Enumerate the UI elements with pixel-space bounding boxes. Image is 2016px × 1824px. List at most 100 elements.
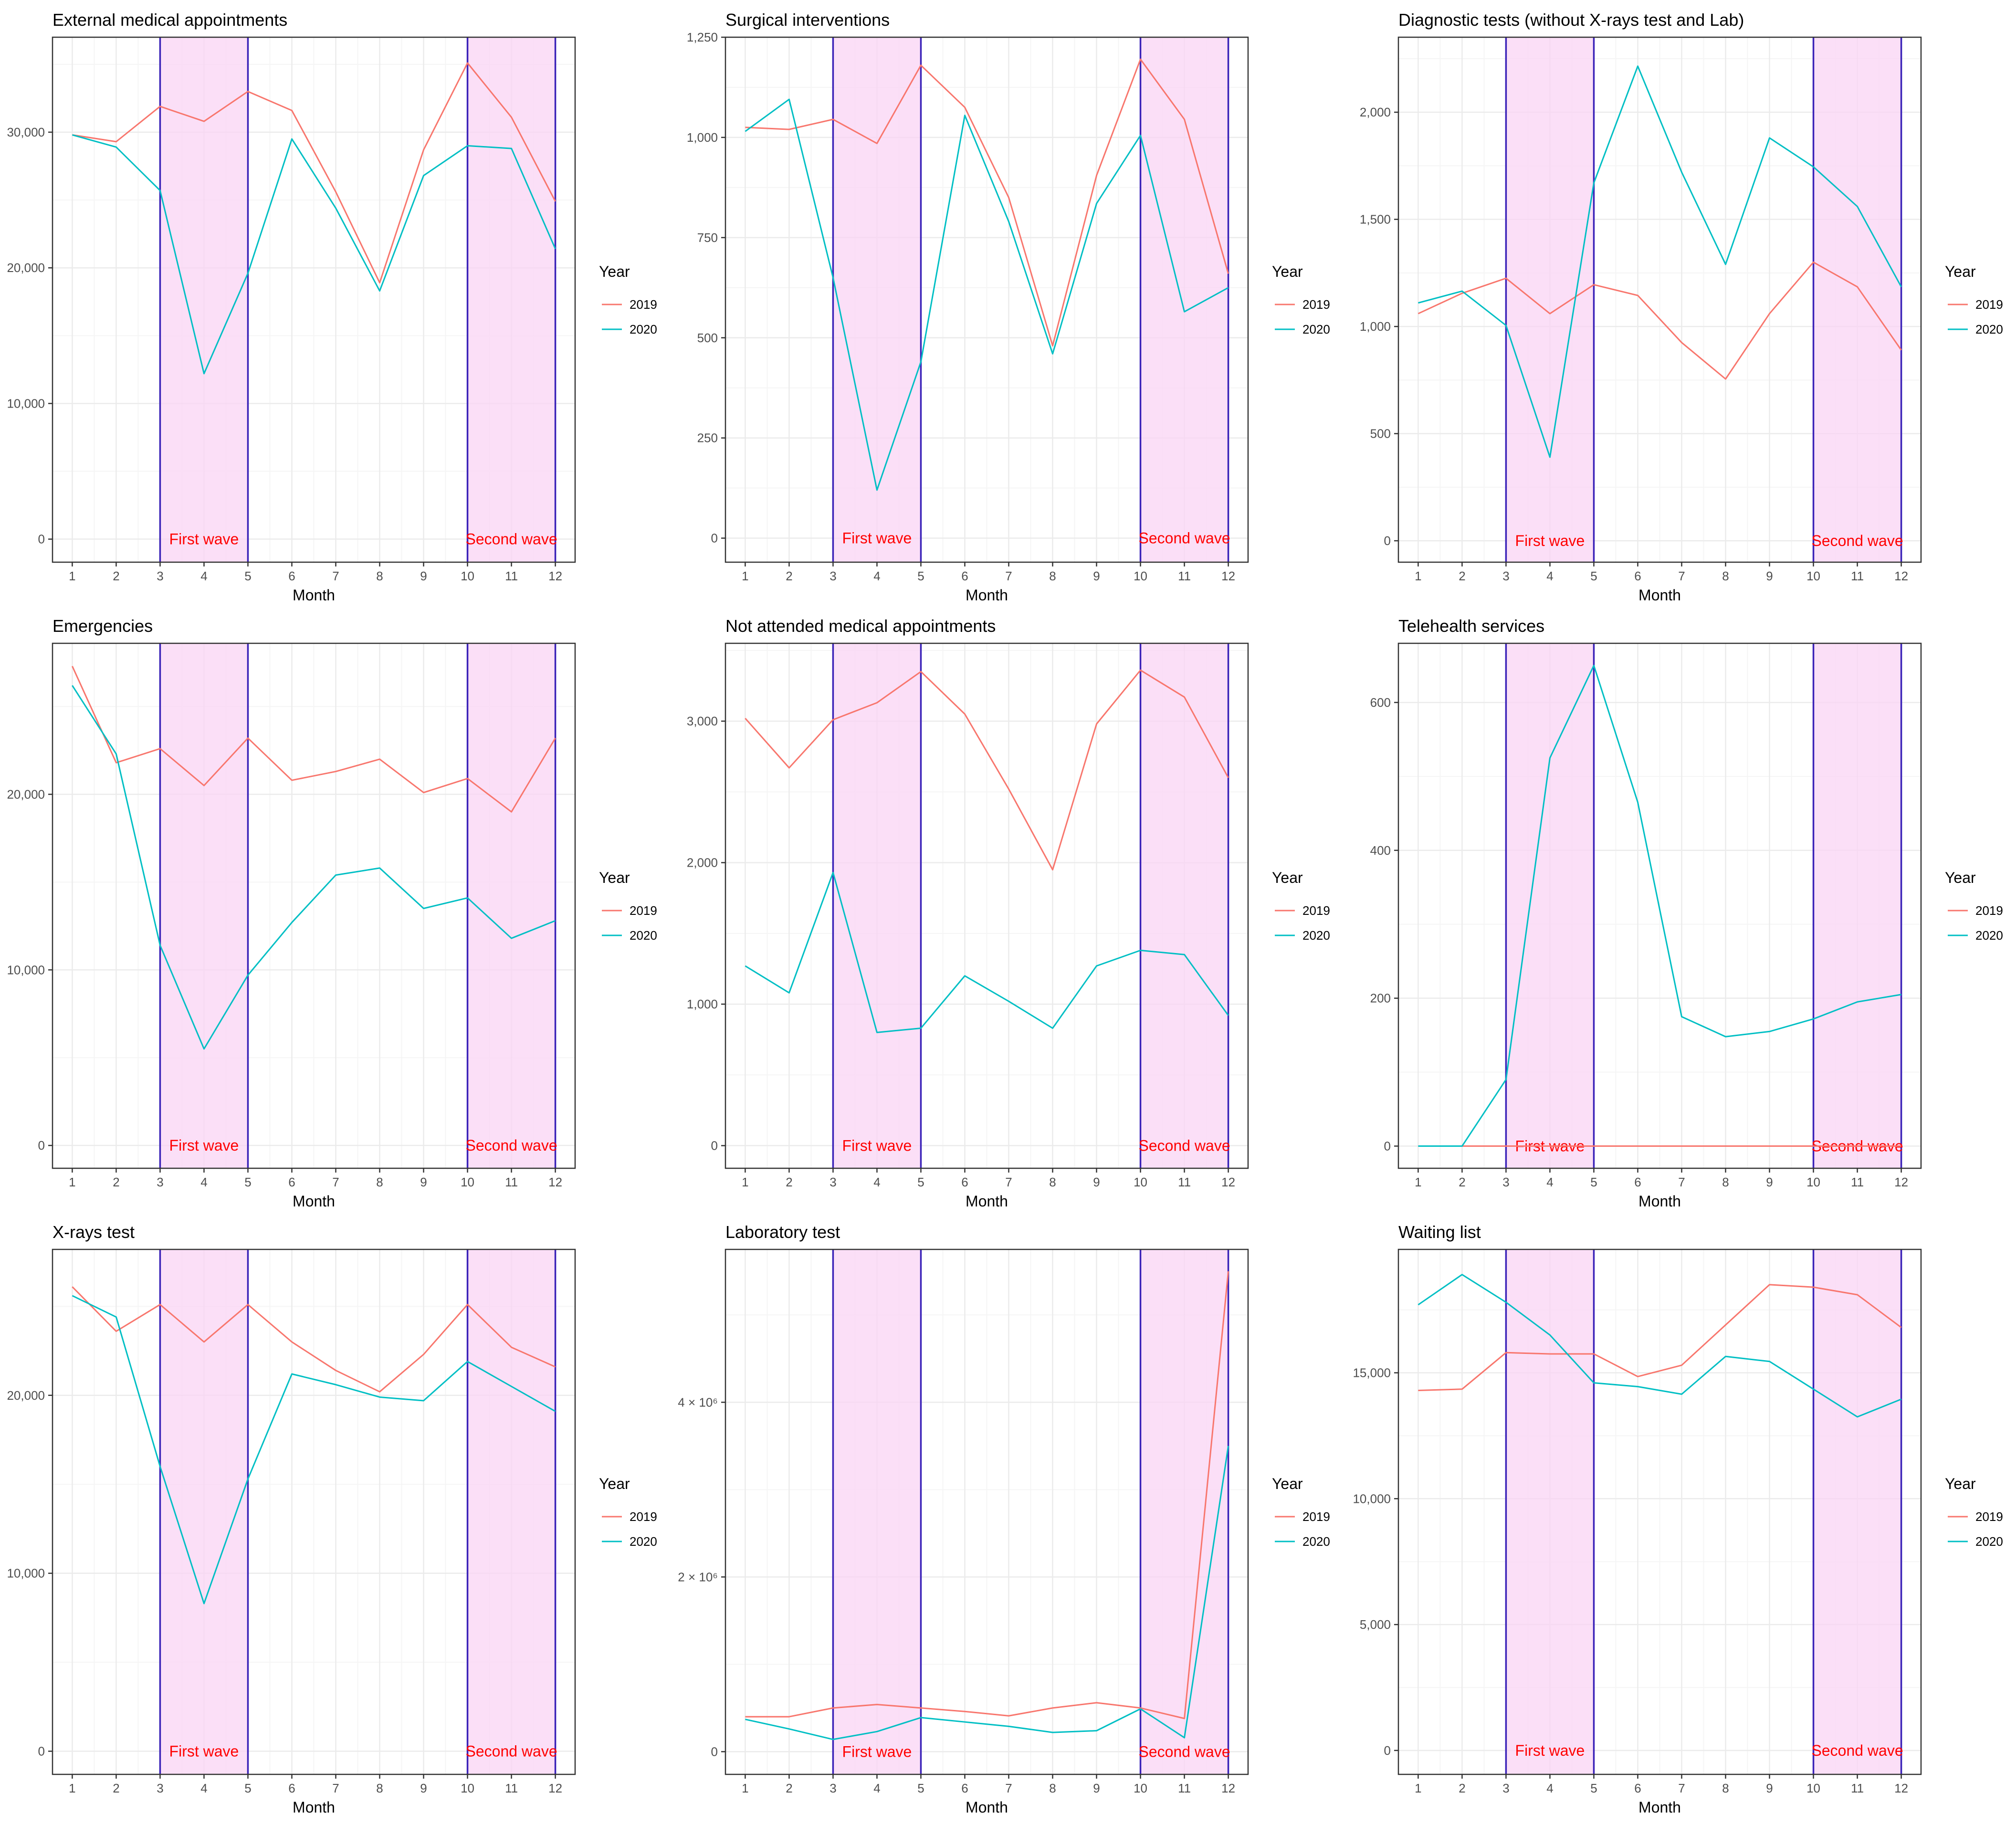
wave-label: Second wave [466, 1743, 557, 1760]
y-tick-label: 0 [38, 1744, 45, 1759]
x-tick-label: 4 [200, 569, 207, 583]
y-tick-label: 0 [38, 532, 45, 546]
series-line-2019 [745, 1271, 1229, 1719]
wave-label: Second wave [466, 1137, 557, 1154]
legend-item: 2019 [630, 1510, 657, 1524]
series-line-2020 [1418, 1274, 1902, 1418]
chart-svg: Surgical interventions First wave Second w… [687, 10, 1330, 604]
y-tick-label: 5,000 [1360, 1617, 1391, 1632]
chart-svg: X-rays test First wave Second wave 0 10,000 2… [7, 1222, 657, 1816]
x-tick-label: 3 [830, 1175, 836, 1189]
x-tick-label: 8 [1722, 1175, 1729, 1189]
x-tick-label: 6 [288, 1175, 295, 1189]
x-tick-label: 3 [157, 569, 163, 583]
x-tick-label: 9 [1093, 1175, 1100, 1189]
plot-border [724, 36, 1249, 563]
y-tick-label: 0 [711, 1744, 718, 1759]
series-line-2019 [1418, 1284, 1902, 1391]
x-tick-label: 8 [376, 1175, 383, 1189]
x-tick-label: 12 [548, 1781, 562, 1795]
legend-item: 2019 [630, 297, 657, 312]
x-tick-label: 4 [200, 1781, 207, 1795]
x-tick-label: 8 [1722, 1781, 1729, 1795]
x-tick-label: 2 [1459, 1175, 1465, 1189]
x-tick-label: 1 [742, 1781, 748, 1795]
x-tick-label: 5 [244, 1175, 251, 1189]
y-tick-label: 4 × 10⁶ [678, 1395, 718, 1409]
series-line-2019 [1418, 261, 1902, 380]
x-tick-label: 12 [1221, 569, 1235, 583]
wave-region [1813, 643, 1901, 1168]
wave-label: First wave [1515, 1742, 1585, 1759]
chart-title: Emergencies [52, 616, 153, 636]
legend-item: 2019 [630, 903, 657, 918]
wave-region [1813, 37, 1901, 562]
x-tick-label: 8 [376, 569, 383, 583]
x-tick-label: 6 [1634, 1175, 1641, 1189]
series-line-2020 [745, 98, 1229, 491]
plot-border [1397, 36, 1922, 563]
legend-title: Year [1945, 263, 1976, 280]
legend-title: Year [1272, 1475, 1303, 1492]
legend-item: 2019 [1975, 297, 2003, 312]
y-tick-label: 2,000 [687, 856, 718, 870]
wave-label: First wave [1515, 532, 1585, 549]
x-axis-label: Month [293, 1799, 335, 1816]
x-tick-label: 4 [1546, 1175, 1553, 1189]
x-tick-label: 10 [461, 1781, 474, 1795]
y-tick-label: 1,000 [1360, 319, 1391, 334]
wave-label: Second wave [1139, 1137, 1230, 1154]
plot-border [724, 1248, 1249, 1775]
x-tick-label: 12 [1894, 569, 1908, 583]
x-tick-label: 9 [1766, 1781, 1773, 1795]
chart-panel: Diagnostic tests (without X-rays test an… [1346, 0, 2016, 606]
wave-label: First wave [169, 531, 239, 548]
wave-region [833, 643, 921, 1168]
x-tick-label: 10 [1806, 569, 1820, 583]
x-tick-label: 8 [1049, 1781, 1056, 1795]
x-tick-label: 8 [376, 1781, 383, 1795]
x-tick-label: 10 [1806, 1175, 1820, 1189]
wave-label: Second wave [466, 531, 557, 548]
wave-label: Second wave [1139, 530, 1230, 547]
wave-label: First wave [842, 530, 912, 547]
wave-region [1506, 37, 1594, 562]
x-tick-label: 12 [1221, 1781, 1235, 1795]
x-tick-label: 7 [1005, 1175, 1012, 1189]
x-tick-label: 2 [786, 1781, 792, 1795]
x-tick-label: 1 [1415, 1175, 1421, 1189]
y-tick-label: 750 [697, 231, 718, 245]
x-tick-label: 6 [961, 569, 968, 583]
series-line-2019 [72, 666, 556, 813]
plot-border [52, 36, 576, 563]
y-tick-label: 20,000 [7, 261, 45, 275]
x-tick-label: 11 [1851, 1781, 1864, 1795]
y-tick-label: 1,250 [687, 30, 718, 44]
x-tick-label: 10 [1134, 1175, 1147, 1189]
y-tick-label: 500 [697, 331, 718, 345]
chart-panel: X-rays test First wave Second wave 0 10,000 2… [0, 1212, 670, 1818]
x-tick-label: 5 [917, 569, 924, 583]
y-tick-label: 2,000 [1360, 105, 1391, 119]
chart-panel: Waiting list First wave Second wave 0 5,000 1… [1346, 1212, 2016, 1818]
x-axis-label: Month [966, 1193, 1008, 1210]
series-line-2020 [1418, 65, 1902, 458]
wave-label: First wave [842, 1137, 912, 1154]
legend-item: 2019 [1975, 903, 2003, 918]
x-tick-label: 8 [1049, 1175, 1056, 1189]
x-tick-label: 2 [1459, 1781, 1465, 1795]
y-tick-label: 1,500 [1360, 212, 1391, 227]
y-tick-label: 10,000 [7, 963, 45, 977]
legend-item: 2020 [630, 1534, 657, 1549]
wave-label: Second wave [1812, 1742, 1903, 1759]
x-tick-label: 11 [1178, 569, 1191, 583]
x-tick-label: 11 [1178, 1781, 1191, 1795]
wave-region [160, 37, 248, 562]
y-tick-label: 250 [697, 431, 718, 445]
x-tick-label: 5 [917, 1175, 924, 1189]
wave-region [467, 643, 556, 1168]
x-tick-label: 11 [505, 1781, 518, 1795]
x-tick-label: 4 [1546, 569, 1553, 583]
y-tick-label: 0 [711, 1139, 718, 1153]
x-tick-label: 11 [1851, 569, 1864, 583]
